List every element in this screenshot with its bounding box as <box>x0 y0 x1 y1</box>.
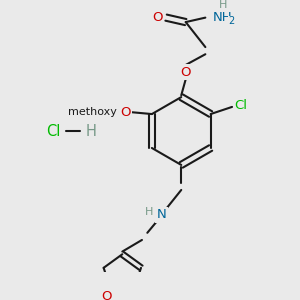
Text: O: O <box>152 11 162 24</box>
Text: NH: NH <box>212 11 232 24</box>
Text: 2: 2 <box>229 16 235 26</box>
Text: H: H <box>219 0 227 10</box>
Text: N: N <box>157 208 166 221</box>
Text: Cl: Cl <box>46 124 61 139</box>
Text: methoxy: methoxy <box>68 107 117 117</box>
Text: O: O <box>181 66 191 79</box>
Text: O: O <box>120 106 130 119</box>
Text: Cl: Cl <box>235 99 248 112</box>
Text: H: H <box>85 124 97 139</box>
Text: O: O <box>101 290 112 300</box>
Text: H: H <box>145 207 153 217</box>
